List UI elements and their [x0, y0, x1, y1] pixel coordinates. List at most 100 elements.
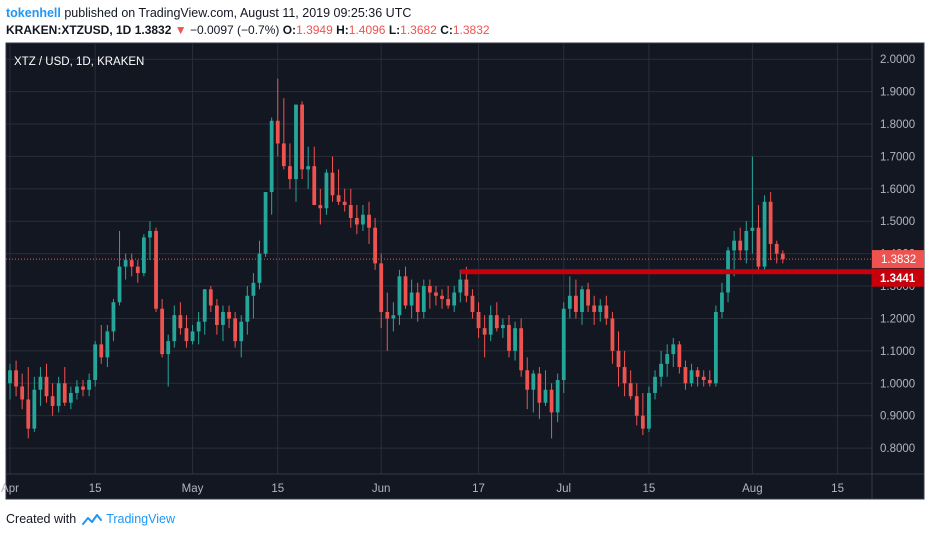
- candle-body: [713, 311, 718, 384]
- candle-body: [93, 344, 98, 381]
- last-price: 1.3832: [134, 23, 172, 37]
- candle-body: [99, 344, 104, 358]
- author-link[interactable]: tokenhell: [6, 6, 61, 20]
- candle-body: [701, 376, 706, 381]
- low-label: L:: [388, 23, 401, 37]
- candle-body: [488, 315, 493, 335]
- x-tick-label: 17: [472, 483, 485, 495]
- candle-body: [87, 380, 91, 390]
- footer: Created with TradingView: [6, 512, 175, 526]
- candle-body: [634, 396, 639, 416]
- candle-body: [531, 373, 536, 390]
- x-tick-label: 15: [89, 483, 102, 495]
- support-level-box: [872, 268, 924, 287]
- candle-body: [141, 237, 146, 274]
- candle-body: [628, 383, 633, 397]
- y-tick-label: 1.7000: [880, 151, 915, 163]
- candle-body: [129, 260, 134, 267]
- candle-body: [707, 380, 712, 384]
- open-label: O:: [282, 23, 297, 37]
- x-tick-label: Aug: [742, 483, 762, 495]
- candle-body: [251, 282, 256, 296]
- candle-body: [659, 363, 663, 377]
- symbol-label: KRAKEN:XTZUSD, 1D: [6, 23, 132, 37]
- candle-body: [172, 315, 177, 342]
- candle-body: [616, 350, 621, 368]
- candle-body: [537, 373, 542, 403]
- candle-body: [671, 344, 676, 355]
- last-price-box: [872, 250, 924, 269]
- candle-body: [160, 308, 165, 355]
- y-tick-label: 0.9000: [880, 411, 915, 423]
- candle-body: [75, 386, 79, 393]
- candle-body: [184, 328, 189, 342]
- candle-body: [403, 276, 408, 306]
- candle-body: [391, 315, 396, 319]
- symbol-ohlc-line: KRAKEN:XTZUSD, 1D 1.3832 ▼ −0.0097 (−0.7…: [6, 23, 490, 37]
- support-level-marker: 1.3441: [872, 268, 924, 287]
- candle-body: [178, 315, 183, 329]
- candle-body: [440, 295, 444, 300]
- tradingview-brand-link[interactable]: TradingView: [106, 512, 175, 526]
- grid-lines: [6, 43, 872, 474]
- candle-body: [62, 383, 67, 403]
- close-label: C:: [440, 23, 453, 37]
- candle-body: [111, 302, 116, 332]
- candle-body: [452, 292, 457, 306]
- candle-body: [330, 172, 335, 196]
- y-tick-label: 0.8000: [880, 443, 915, 455]
- open-value: 1.3949: [296, 23, 333, 37]
- candle-body: [610, 318, 615, 351]
- candle-body: [519, 328, 524, 371]
- close-value: 1.3832: [452, 23, 490, 37]
- candle-body: [154, 230, 158, 309]
- candle-body: [105, 331, 110, 358]
- candle-body: [385, 311, 390, 319]
- candle-body: [135, 266, 140, 274]
- candle-body: [427, 286, 432, 293]
- candle-body: [294, 104, 298, 180]
- candle-body: [586, 289, 590, 306]
- candle-body: [336, 195, 341, 202]
- chart-title: XTZ / USD, 1D, KRAKEN: [14, 56, 144, 68]
- candle-body: [458, 279, 463, 293]
- x-tick-label: Jul: [556, 483, 571, 495]
- created-with-label: Created with: [6, 512, 77, 526]
- candle-body: [239, 321, 244, 342]
- candle-body: [647, 392, 651, 429]
- candle-body: [379, 263, 384, 312]
- candle-body: [26, 399, 31, 429]
- candle-body: [732, 240, 737, 251]
- candle-body: [507, 324, 511, 351]
- down-arrow-icon: ▼: [174, 23, 187, 37]
- candle-body: [306, 166, 311, 170]
- candle-body: [482, 328, 487, 335]
- candle-body: [543, 389, 548, 403]
- candle-body: [574, 295, 578, 312]
- candle-body: [592, 305, 597, 312]
- candle-body: [640, 415, 645, 429]
- candle-body: [567, 295, 572, 309]
- candle-body: [56, 383, 61, 406]
- candles: [8, 78, 785, 439]
- candle-body: [269, 120, 274, 193]
- candle-body: [525, 370, 530, 390]
- candle-body: [288, 166, 292, 180]
- y-tick-label: 1.5000: [880, 216, 915, 228]
- candle-body: [123, 260, 128, 267]
- tradingview-cloud-icon: [82, 513, 103, 525]
- candle-body: [202, 289, 207, 322]
- candle-body: [549, 389, 554, 413]
- y-tick-label: 2.0000: [880, 54, 915, 66]
- x-tick-label: May: [182, 483, 204, 495]
- candle-body: [275, 120, 280, 144]
- candle-body: [665, 354, 670, 364]
- candle-body: [44, 376, 49, 397]
- candle-body: [768, 201, 773, 244]
- candle-body: [622, 367, 627, 384]
- candle-body: [421, 286, 426, 312]
- publish-text: published on TradingView.com, August 11,…: [64, 6, 412, 20]
- candle-body: [434, 292, 438, 296]
- support-level-axis-label: 1.3441: [880, 273, 916, 285]
